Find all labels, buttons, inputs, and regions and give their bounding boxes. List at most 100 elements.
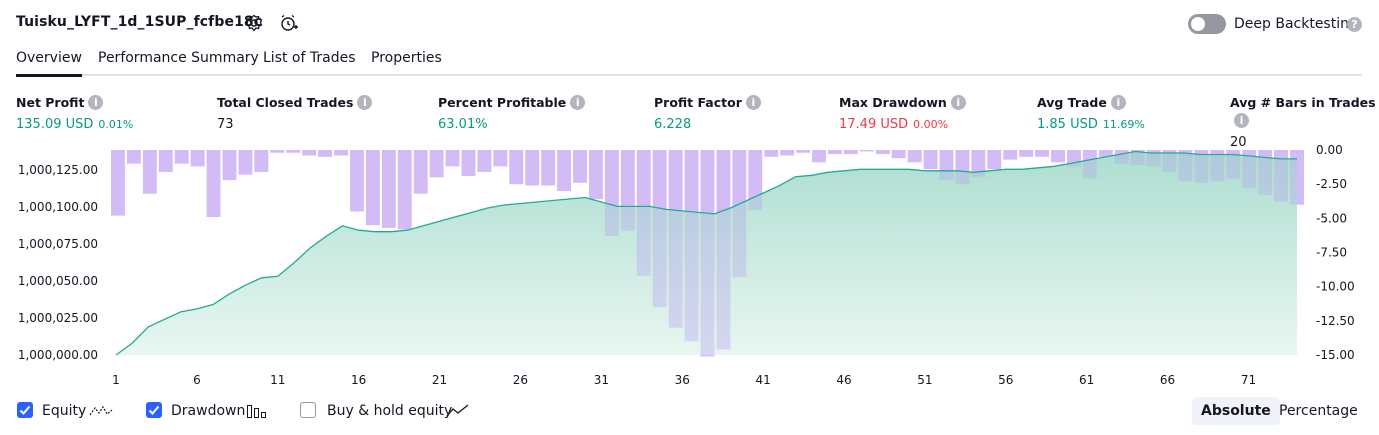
percentage-mode-button[interactable]: Percentage — [1279, 403, 1358, 419]
drawdown-bar — [509, 150, 524, 185]
metric-value: 135.09 USD 0.01% — [16, 117, 133, 132]
left-axis-tick: 1,000,100.00 — [18, 200, 98, 214]
drawdown-bar-overlay — [334, 150, 348, 156]
drawdown-bar-overlay — [923, 150, 938, 170]
metric-value: 1.85 USD 11.69% — [1037, 117, 1145, 132]
drawdown-bar — [206, 150, 221, 217]
drawdown-bar-overlay — [955, 150, 970, 185]
metric-net-profit: Net Profit i 135.09 USD 0.01% — [16, 94, 133, 132]
drawdown-bar-overlay — [828, 150, 842, 155]
deep-backtesting-toggle[interactable] — [1188, 14, 1226, 34]
add-alert-icon[interactable] — [279, 13, 299, 33]
drawdown-bar-overlay — [636, 150, 651, 276]
right-axis-tick: 0.00 — [1316, 143, 1343, 157]
x-axis-tick: 16 — [351, 373, 366, 387]
drawdown-bar — [573, 150, 587, 183]
help-icon[interactable]: i — [950, 95, 966, 111]
drawdown-bar-overlay — [620, 150, 635, 231]
metric-label: Max Drawdown — [839, 95, 947, 111]
max-drawdown-value: 17.49 USD — [839, 117, 909, 132]
x-axis-tick: 11 — [270, 373, 285, 387]
drawdown-bar-overlay — [413, 150, 428, 194]
drawdown-bar-overlay — [1035, 150, 1049, 157]
metric-total-closed-trades: Total Closed Trades i 73 — [217, 94, 373, 132]
drawdown-bar — [843, 150, 858, 155]
drawdown-checkbox[interactable] — [146, 402, 162, 418]
drawdown-bar — [1019, 150, 1034, 157]
drawdown-bar-overlay — [350, 150, 364, 212]
x-axis-tick: 26 — [513, 373, 528, 387]
drawdown-bar-overlay — [381, 150, 396, 228]
metric-avg-bars: Avg # Bars in Trades i 20 — [1230, 94, 1379, 150]
metric-max-drawdown: Max Drawdown i 17.49 USD 0.00% — [839, 94, 966, 132]
drawdown-bar — [987, 150, 1002, 170]
drawdown-bar-overlay — [939, 150, 954, 181]
avg-bars-value: 20 — [1230, 135, 1247, 150]
drawdown-bar — [780, 150, 795, 156]
total-closed-trades-value: 73 — [217, 117, 234, 132]
settings-gear-icon[interactable] — [244, 13, 264, 33]
drawdown-bar — [318, 150, 332, 157]
tab-overview[interactable]: Overview — [16, 50, 82, 77]
drawdown-bar-overlay — [126, 150, 141, 164]
equity-label: Equity — [42, 403, 87, 419]
drawdown-bar — [525, 150, 540, 186]
help-icon[interactable]: ? — [1347, 17, 1362, 32]
profit-factor-value: 6.228 — [654, 117, 692, 132]
drawdown-bar — [126, 150, 141, 164]
buy-hold-checkbox[interactable] — [300, 402, 316, 418]
drawdown-bar-overlay — [1274, 150, 1288, 202]
drawdown-bar — [254, 150, 269, 172]
drawdown-bar — [445, 150, 460, 167]
drawdown-bar-overlay — [875, 150, 890, 155]
drawdown-bar-overlay — [1258, 150, 1273, 196]
help-icon[interactable]: i — [745, 95, 761, 111]
help-icon[interactable]: i — [1110, 95, 1126, 111]
help-icon[interactable]: i — [570, 95, 586, 111]
drawdown-bar-overlay — [1162, 150, 1177, 172]
drawdown-bar — [557, 150, 571, 191]
x-axis-tick: 46 — [836, 373, 851, 387]
metric-label: Avg # Bars in Trades — [1230, 95, 1376, 111]
drawdown-bar-overlay — [796, 150, 810, 153]
drawdown-bar-overlay — [1194, 150, 1209, 183]
drawdown-bar-overlay — [318, 150, 332, 157]
right-axis-tick: -15.00 — [1316, 348, 1355, 362]
help-icon[interactable]: i — [88, 95, 104, 111]
equity-drawdown-chart[interactable]: 1,000,000.00 1,000,025.00 1,000,050.00 1,00… — [0, 0, 1379, 395]
drawdown-bar — [397, 150, 412, 230]
drawdown-bar — [541, 150, 556, 186]
help-icon[interactable]: i — [357, 95, 373, 111]
drawdown-bar-overlay — [1051, 150, 1065, 163]
tab-performance-summary[interactable]: Performance Summary — [98, 50, 259, 66]
tab-properties[interactable]: Properties — [371, 50, 442, 66]
drawdown-bar-overlay — [891, 150, 906, 159]
left-axis-tick: 1,000,075.00 — [18, 237, 98, 251]
drawdown-bar — [859, 150, 874, 152]
drawdown-bar-overlay — [397, 150, 412, 230]
tab-list-of-trades[interactable]: List of Trades — [263, 50, 356, 66]
right-axis-tick: -7.50 — [1316, 246, 1347, 260]
drawdown-bar — [828, 150, 842, 155]
drawdown-bar — [923, 150, 938, 170]
metric-label: Percent Profitable — [438, 95, 567, 111]
tab-bar: Overview Performance Summary List of Tra… — [16, 48, 1362, 77]
absolute-mode-button[interactable]: Absolute — [1192, 397, 1280, 425]
left-axis-tick: 1,000,025.00 — [18, 311, 98, 325]
left-axis-tick: 1,000,125.00 — [18, 163, 98, 177]
drawdown-bar — [350, 150, 364, 212]
help-icon[interactable]: i — [1234, 113, 1249, 129]
drawdown-overlay — [111, 150, 1304, 357]
drawdown-bar-overlay — [1019, 150, 1034, 157]
drawdown-bar-overlay — [652, 150, 667, 308]
drawdown-bar — [891, 150, 906, 159]
drawdown-bar-overlay — [684, 150, 699, 342]
percent-profitable-value: 63.01% — [438, 117, 488, 132]
drawdown-bar-overlay — [1146, 150, 1161, 167]
chart-axes: 1,000,000.00 1,000,025.00 1,000,050.00 1,00… — [18, 143, 1355, 387]
equity-checkbox[interactable] — [17, 402, 33, 418]
deep-backtesting-label: Deep Backtesting — [1234, 16, 1358, 32]
equity-fill — [116, 151, 1297, 355]
metric-percent-profitable: Percent Profitable i 63.01% — [438, 94, 586, 132]
drawdown-bar — [111, 150, 125, 216]
